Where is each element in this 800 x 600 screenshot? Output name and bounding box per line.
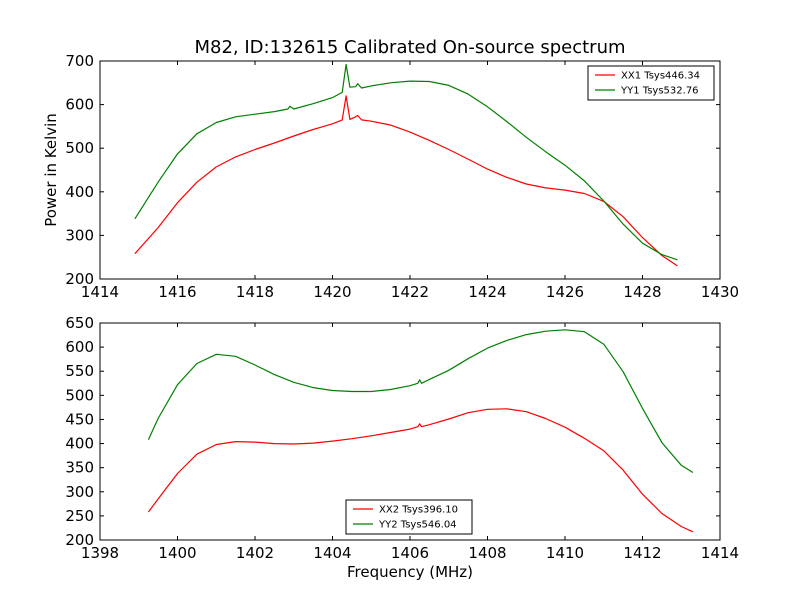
- series-line-xx2: [147, 408, 694, 533]
- x-tick-label: 1428: [623, 283, 661, 301]
- y-tick-label: 200: [65, 531, 94, 549]
- series-line-xx1: [134, 95, 678, 267]
- x-tick-label: 1424: [468, 283, 506, 301]
- series-line-yy2: [147, 329, 694, 474]
- x-tick-label: 1430: [701, 283, 739, 301]
- legend-label: YY1 Tsys532.76: [620, 86, 699, 97]
- y-tick-label: 600: [65, 338, 94, 356]
- x-tick-label: 1414: [81, 283, 119, 301]
- x-tick-label: 1416: [158, 283, 196, 301]
- x-tick-label: 1420: [313, 283, 351, 301]
- legend: XX2 Tsys396.10 YY2 Tsys546.04: [345, 499, 473, 535]
- figure-title: M82, ID:132615 Calibrated On-source spec…: [194, 37, 625, 58]
- y-tick-label: 250: [65, 507, 94, 525]
- x-tick-label: 1408: [468, 544, 506, 562]
- y-tick-label: 700: [65, 52, 94, 70]
- y-tick-label: 600: [65, 96, 94, 114]
- x-tick-label: 1418: [236, 283, 274, 301]
- y-tick-label: 300: [65, 483, 94, 501]
- y-tick-label: 500: [65, 386, 94, 404]
- x-tick-label: 1402: [236, 544, 274, 562]
- x-tick-label: 1398: [81, 544, 119, 562]
- legend-label: XX1 Tsys446.34: [621, 71, 700, 82]
- y-tick-label: 550: [65, 362, 94, 380]
- x-tick-label: 1422: [391, 283, 429, 301]
- series-line-yy1: [134, 63, 678, 261]
- y-tick-label: 350: [65, 459, 94, 477]
- x-tick-label: 1404: [313, 544, 351, 562]
- legend-label: YY2 Tsys546.04: [378, 520, 457, 531]
- y-tick-label: 500: [65, 139, 94, 157]
- y-tick-label: 400: [65, 183, 94, 201]
- legend-box: [587, 65, 715, 101]
- legend: XX1 Tsys446.34 YY1 Tsys532.76: [587, 65, 715, 101]
- legend-label: XX2 Tsys396.10: [379, 505, 458, 516]
- x-tick-label: 1414: [701, 544, 739, 562]
- top-chart: 1414 1416 1418 1420 1422 1424 1426 1428 1430 200 3…: [42, 52, 739, 301]
- y-axis-label: Power in Kelvin: [42, 113, 60, 227]
- y-tick-label: 400: [65, 435, 94, 453]
- x-tick-label: 1406: [391, 544, 429, 562]
- x-tick-label: 1426: [546, 283, 584, 301]
- x-tick-label: 1410: [546, 544, 584, 562]
- x-axis-label: Frequency (MHz): [347, 563, 473, 581]
- y-tick-label: 200: [65, 270, 94, 288]
- x-tick-label: 1400: [158, 544, 196, 562]
- y-tick-label: 300: [65, 226, 94, 244]
- legend-box: [345, 499, 473, 535]
- bottom-chart: 1398 1400 1402 1404 1406 1408 1410 1412 1414 200 2…: [65, 314, 739, 581]
- y-tick-label: 450: [65, 410, 94, 428]
- x-tick-label: 1412: [623, 544, 661, 562]
- y-tick-label: 650: [65, 314, 94, 332]
